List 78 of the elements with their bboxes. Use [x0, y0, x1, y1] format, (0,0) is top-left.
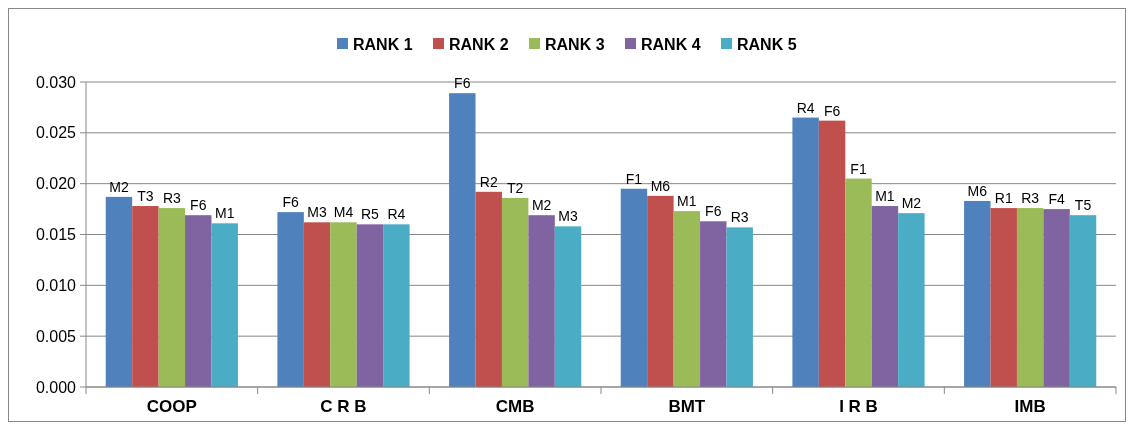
data-label: M6	[650, 177, 671, 194]
data-label: F1	[625, 170, 643, 187]
x-tick-label: COOP	[146, 397, 197, 416]
data-label: R3	[730, 209, 749, 226]
data-label: M3	[307, 204, 327, 221]
x-tick-label: CMB	[495, 397, 535, 416]
bar	[356, 224, 384, 387]
bar	[1069, 215, 1097, 387]
legend-label: RANK 5	[737, 35, 797, 53]
data-label: M1	[214, 205, 235, 222]
bar	[132, 206, 159, 387]
bar	[871, 206, 899, 387]
bar	[700, 221, 727, 387]
bar	[383, 224, 410, 387]
data-label: M4	[333, 204, 354, 221]
data-label: R2	[479, 173, 498, 190]
y-tick-label: 0.020	[35, 175, 77, 193]
data-label: M2	[901, 195, 922, 212]
data-label: M2	[531, 197, 552, 214]
bar	[1016, 208, 1044, 387]
bar	[620, 188, 648, 387]
data-label: R1	[994, 190, 1013, 207]
data-label: M6	[967, 182, 988, 199]
data-label: R5	[360, 206, 380, 223]
bar	[818, 120, 846, 387]
data-label: F4	[1048, 191, 1065, 208]
bar	[726, 227, 753, 387]
bar	[475, 191, 502, 387]
legend-label: RANK 3	[545, 35, 605, 53]
bar	[528, 215, 555, 387]
bar	[964, 200, 991, 387]
data-label: F6	[705, 203, 722, 220]
y-tick-label: 0.000	[35, 378, 77, 396]
bar	[211, 223, 238, 387]
data-label: M1	[875, 188, 895, 205]
y-tick-label: 0.005	[35, 327, 77, 345]
bar	[303, 222, 331, 387]
legend-label: RANK 1	[353, 35, 413, 53]
data-label: R4	[796, 99, 815, 116]
bar	[792, 117, 819, 387]
data-label: M3	[558, 208, 578, 225]
y-tick-label: 0.010	[35, 276, 77, 294]
y-tick-label: 0.030	[35, 73, 77, 91]
bar	[105, 196, 133, 387]
y-tick-label: 0.025	[35, 124, 77, 142]
data-label: R3	[162, 190, 181, 207]
bar	[158, 208, 186, 387]
data-label: F6	[282, 194, 300, 211]
bar	[330, 222, 357, 387]
bar	[898, 213, 925, 387]
data-label: M1	[677, 193, 697, 210]
legend-label: RANK 4	[641, 35, 701, 53]
bar	[673, 211, 701, 387]
bar	[185, 215, 212, 387]
bar	[845, 178, 872, 387]
x-tick-label: BMT	[668, 397, 706, 416]
bar	[501, 197, 529, 387]
bar	[990, 208, 1017, 387]
x-tick-label: I R B	[839, 397, 878, 416]
data-label: F6	[190, 197, 207, 214]
bar	[647, 195, 674, 387]
legend-label: RANK 2	[449, 35, 509, 53]
data-label: T5	[1074, 197, 1092, 214]
y-tick-label: 0.015	[35, 226, 77, 244]
x-tick-label: C R B	[320, 397, 367, 416]
data-label: T3	[137, 188, 154, 205]
data-label: R3	[1021, 190, 1040, 207]
bar	[449, 93, 476, 387]
data-label: F6	[823, 102, 841, 119]
data-label: R4	[387, 206, 406, 223]
data-label: M2	[109, 178, 129, 195]
bar	[277, 212, 304, 387]
data-label: F1	[850, 160, 867, 177]
x-tick-label: IMB	[1014, 397, 1046, 416]
data-label: T2	[506, 179, 524, 196]
bar	[554, 226, 582, 387]
bar	[1043, 209, 1070, 387]
data-label: F6	[454, 75, 471, 92]
